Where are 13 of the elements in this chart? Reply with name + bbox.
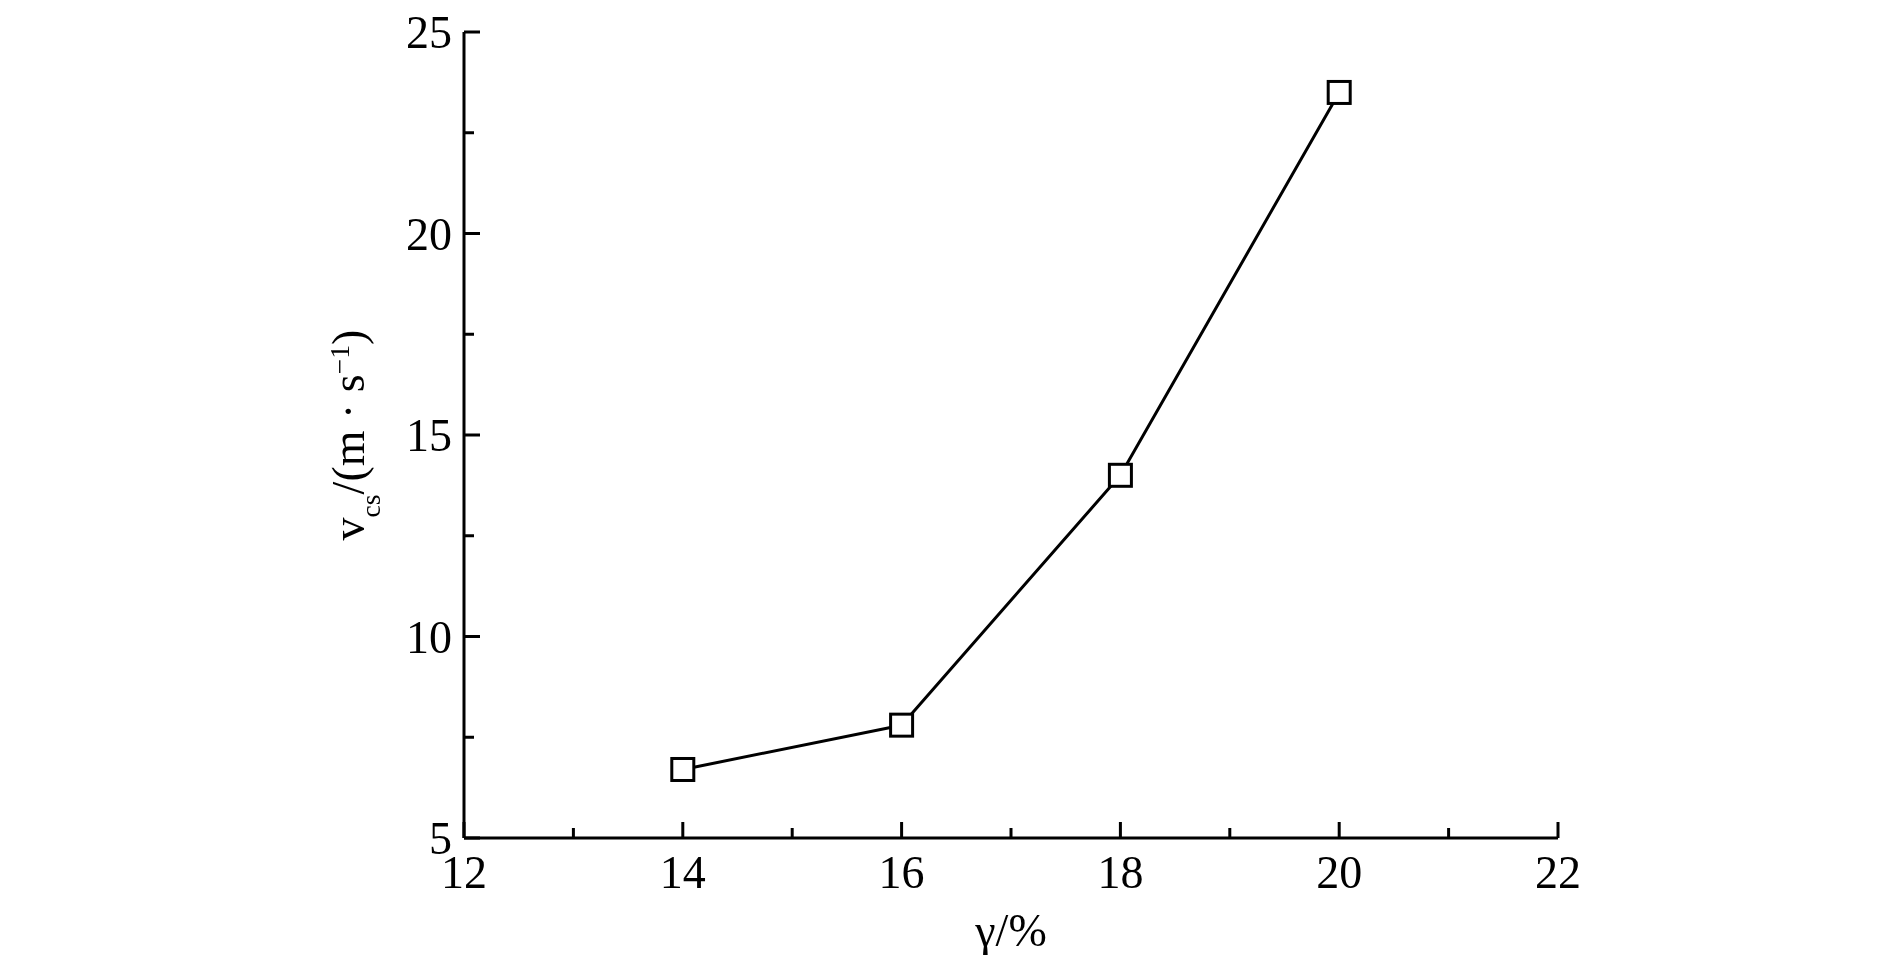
x-tick-label: 22 xyxy=(1535,847,1581,898)
y-tick-label: 20 xyxy=(406,208,452,260)
point xyxy=(889,712,915,738)
y-tick-label: 25 xyxy=(406,7,452,58)
point xyxy=(1107,462,1133,488)
y-tick-label: 10 xyxy=(406,611,452,663)
y-tick-label: 15 xyxy=(406,410,452,461)
x-tick-label: 18 xyxy=(1097,847,1144,898)
x-tick-label: 14 xyxy=(659,847,706,898)
x-tick-label: 16 xyxy=(878,847,925,898)
point xyxy=(1326,79,1352,105)
x-tick-label: 20 xyxy=(1316,847,1363,898)
point xyxy=(670,756,696,782)
